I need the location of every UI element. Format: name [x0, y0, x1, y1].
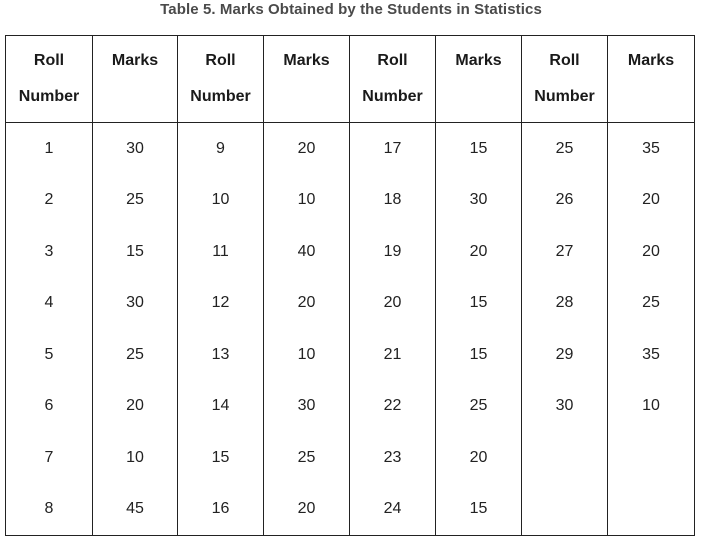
header-marks-4: Marks	[607, 35, 695, 123]
header-line: Number	[534, 88, 595, 105]
header-marks-2: Marks	[263, 35, 350, 123]
marks-cell: 20	[435, 432, 522, 484]
marks-cell: 20	[263, 483, 350, 536]
marks-cell: 25	[607, 277, 695, 329]
header-line: Number	[18, 88, 80, 105]
table-row: 3 15 11 40 19 20 27 20	[5, 226, 695, 278]
header-line: Number	[190, 88, 251, 105]
marks-cell: 10	[92, 432, 178, 484]
marks-cell: 15	[435, 277, 522, 329]
roll-number-cell: 19	[349, 226, 436, 278]
roll-number-cell: 16	[177, 483, 264, 536]
roll-number-cell: 3	[5, 226, 93, 278]
roll-number-cell: 14	[177, 380, 264, 432]
marks-cell	[607, 432, 695, 484]
header-line: Marks	[111, 52, 159, 69]
marks-cell: 20	[607, 174, 695, 226]
marks-cell: 30	[435, 174, 522, 226]
marks-cell: 10	[607, 380, 695, 432]
roll-number-cell: 13	[177, 329, 264, 381]
roll-number-cell: 1	[5, 122, 93, 175]
table-row: 6 20 14 30 22 25 30 10	[5, 380, 695, 432]
roll-number-cell: 18	[349, 174, 436, 226]
marks-table: Roll Number Marks Roll Number Marks Roll Nu…	[5, 35, 695, 536]
marks-cell: 25	[263, 432, 350, 484]
header-line: Marks	[455, 52, 502, 69]
table-row: 8 45 16 20 24 15	[5, 483, 695, 536]
table-row: 7 10 15 25 23 20	[5, 432, 695, 484]
roll-number-cell: 29	[521, 329, 608, 381]
roll-number-cell	[521, 483, 608, 536]
marks-cell: 15	[435, 483, 522, 536]
roll-number-cell: 17	[349, 122, 436, 175]
roll-number-cell: 9	[177, 122, 264, 175]
roll-number-cell: 2	[5, 174, 93, 226]
marks-cell: 35	[607, 329, 695, 381]
marks-cell	[607, 483, 695, 536]
roll-number-cell: 24	[349, 483, 436, 536]
marks-cell: 25	[435, 380, 522, 432]
marks-cell: 25	[92, 174, 178, 226]
marks-cell: 35	[607, 122, 695, 175]
table-body: 1 30 9 20 17 15 25 35 2 25 10 10 18 30 26 20 3 15 11 40 19 20…	[5, 122, 695, 536]
roll-number-cell: 10	[177, 174, 264, 226]
marks-cell: 20	[607, 226, 695, 278]
marks-cell: 10	[263, 174, 350, 226]
roll-number-cell: 6	[5, 380, 93, 432]
header-row: Roll Number Marks Roll Number Marks Roll Nu…	[5, 35, 695, 123]
header-line: Roll	[377, 52, 408, 69]
roll-number-cell: 21	[349, 329, 436, 381]
roll-number-cell: 28	[521, 277, 608, 329]
header-line: Number	[362, 88, 423, 105]
roll-number-cell: 5	[5, 329, 93, 381]
table-caption: Table 5. Marks Obtained by the Students …	[160, 1, 542, 18]
marks-cell: 15	[435, 329, 522, 381]
marks-cell: 10	[263, 329, 350, 381]
marks-cell: 20	[263, 122, 350, 175]
roll-number-cell: 12	[177, 277, 264, 329]
roll-number-cell: 15	[177, 432, 264, 484]
roll-number-cell: 26	[521, 174, 608, 226]
marks-cell: 20	[435, 226, 522, 278]
marks-cell: 30	[92, 122, 178, 175]
marks-cell: 40	[263, 226, 350, 278]
header-marks-3: Marks	[435, 35, 522, 123]
table-row: 5 25 13 10 21 15 29 35	[5, 329, 695, 381]
header-line: Marks	[283, 52, 330, 69]
header-line: Roll	[549, 52, 580, 69]
marks-cell: 20	[263, 277, 350, 329]
marks-cell: 15	[92, 226, 178, 278]
marks-cell: 25	[92, 329, 178, 381]
header-line: Roll	[33, 52, 65, 69]
header-roll-number-4: Roll Number	[521, 35, 608, 123]
marks-cell: 15	[435, 122, 522, 175]
header-roll-number-1: Roll Number	[5, 35, 93, 123]
roll-number-cell: 20	[349, 277, 436, 329]
header-roll-number-3: Roll Number	[349, 35, 436, 123]
roll-number-cell: 22	[349, 380, 436, 432]
roll-number-cell: 7	[5, 432, 93, 484]
roll-number-cell: 30	[521, 380, 608, 432]
header-line: Marks	[627, 52, 675, 69]
roll-number-cell: 23	[349, 432, 436, 484]
header-roll-number-2: Roll Number	[177, 35, 264, 123]
roll-number-cell: 11	[177, 226, 264, 278]
table-row: 1 30 9 20 17 15 25 35	[5, 122, 695, 175]
table-row: 4 30 12 20 20 15 28 25	[5, 277, 695, 329]
roll-number-cell: 8	[5, 483, 93, 536]
marks-cell: 30	[263, 380, 350, 432]
roll-number-cell: 4	[5, 277, 93, 329]
header-line: Roll	[205, 52, 236, 69]
table-row: 2 25 10 10 18 30 26 20	[5, 174, 695, 226]
marks-cell: 45	[92, 483, 178, 536]
marks-cell: 30	[92, 277, 178, 329]
roll-number-cell: 27	[521, 226, 608, 278]
roll-number-cell	[521, 432, 608, 484]
marks-cell: 20	[92, 380, 178, 432]
header-marks-1: Marks	[92, 35, 178, 123]
roll-number-cell: 25	[521, 122, 608, 175]
